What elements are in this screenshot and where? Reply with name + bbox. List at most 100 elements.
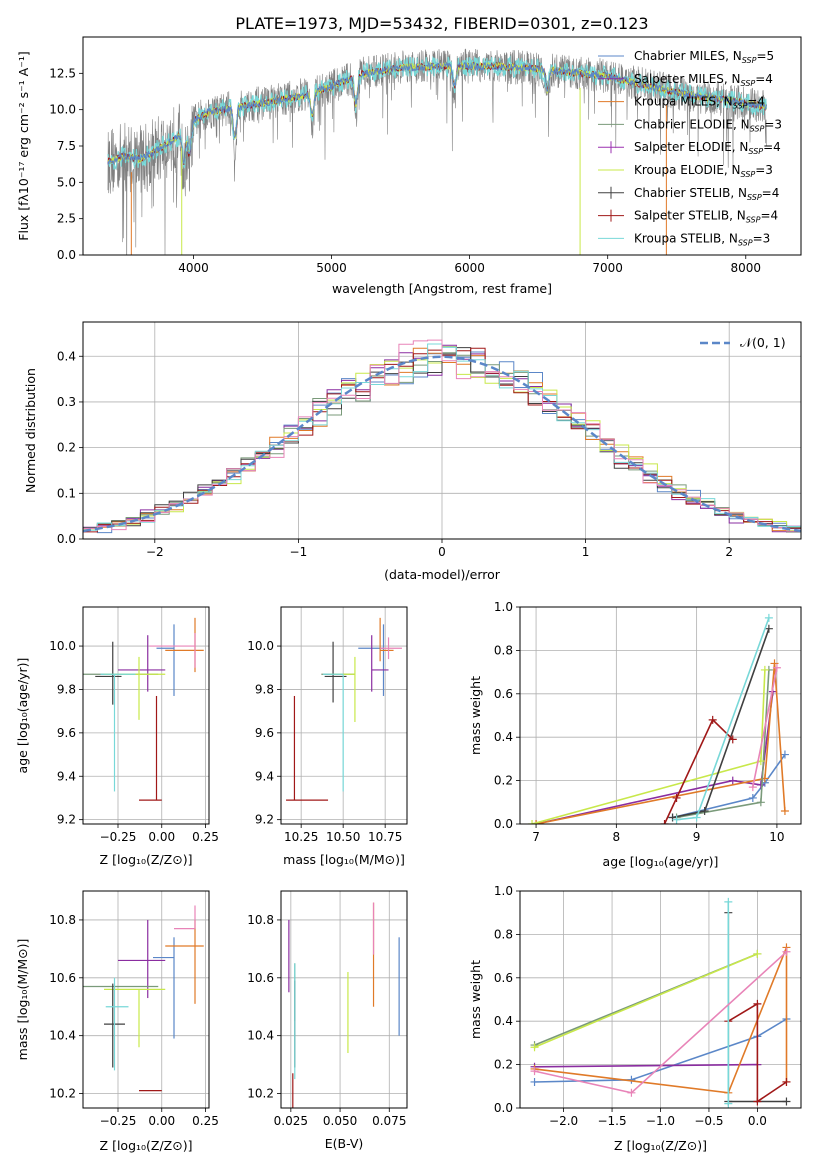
weight_vs_Z-marker-kroupa_stelib <box>724 1099 733 1108</box>
hist-xtick-label: −2 <box>146 545 164 559</box>
legend-label-sub: SSP <box>747 193 762 202</box>
mass_vs_Z-xtick-label: 0.25 <box>192 1114 219 1128</box>
legend-label-text: Salpeter STELIB, N <box>634 209 746 223</box>
weight_vs_Z-series-kroupa_elodie <box>534 953 758 1048</box>
spectrum-ytick-label: 5.0 <box>57 175 76 189</box>
weight_vs_age-marker-kroupa_miles <box>780 806 789 815</box>
legend-label-salpeter_stelib: Salpeter STELIB, NSSP=4 <box>634 209 778 225</box>
legend-label-chabrier_elodie: Chabrier ELODIE, NSSP=3 <box>634 117 782 133</box>
legend-label-text: Kroupa ELODIE, N <box>634 163 741 177</box>
weight_vs_Z-ylabel: mass weight <box>468 960 483 1039</box>
weight_vs_Z-series-salpeter_miles <box>534 1063 758 1068</box>
spectrum-ytick-label: 0.0 <box>57 248 76 262</box>
hist-ytick-label: 0.4 <box>57 349 76 363</box>
legend-label-text: Kroupa STELIB, N <box>634 231 738 245</box>
legend-label-kroupa_miles: Kroupa MILES, NSSP=4 <box>634 95 765 111</box>
age_vs_Z-point-chabrier_miles <box>156 624 175 696</box>
weight_vs_Z-marker-pink <box>627 1088 636 1097</box>
legend-label-text: Chabrier MILES, N <box>634 49 742 63</box>
mass_vs_ebv-xlabel: E(B-V) <box>325 1136 364 1151</box>
weight_vs_age-marker-kroupa_elodie <box>760 665 769 674</box>
normal-distribution-curve <box>83 355 801 533</box>
mass-vs-ebv-panel: 0.025 0.050 0.075 10.2 10.4 10.6 10.8 E(B-V) <box>247 890 408 1151</box>
mass_vs_ebv-axes-frame <box>280 890 408 1109</box>
weight_vs_Z-series-salpeter_stelib <box>727 1002 787 1103</box>
age_vs_mass-xtick-label: 10.75 <box>368 830 402 844</box>
weight_vs_age-marker-kroupa_miles <box>532 820 541 824</box>
weight_vs_Z-ytick-label: 0.0 <box>494 1101 513 1115</box>
age_vs_mass-ytick-label: 9.8 <box>255 682 274 696</box>
age_vs_mass-point-salpeter_miles <box>371 635 389 692</box>
weight_vs_age-series-salpeter_stelib <box>663 718 734 824</box>
weight_vs_age-marker-chabrier_stelib <box>764 624 773 633</box>
weight_vs_Z-xlabel: Z [log₁₀(Z/Z⊙)] <box>614 1138 707 1153</box>
mass_vs_ebv-ytick-label: 10.6 <box>247 971 274 985</box>
legend-label-value: =3 <box>764 117 782 131</box>
legend-label-sub: SSP <box>742 56 757 65</box>
weight_vs_age-series-kroupa_miles <box>535 663 786 824</box>
weight_vs_age-marker-salpeter_stelib <box>708 715 717 724</box>
age_vs_Z-ytick-label: 9.6 <box>57 726 76 740</box>
age_vs_mass-xtick-label: 10.25 <box>284 830 318 844</box>
legend-label-sub: SSP <box>748 147 763 156</box>
hist-ytick-label: 0.1 <box>57 486 76 500</box>
mass_vs_Z-ytick-label: 10.6 <box>49 971 76 985</box>
age_vs_mass-ytick-label: 9.4 <box>255 769 274 783</box>
age_vs_Z-point-salpeter_miles <box>118 635 166 692</box>
legend-label-text: Chabrier STELIB, N <box>634 186 747 200</box>
age_vs_mass-axes-frame <box>280 606 408 825</box>
weight_vs_age-marker-kroupa_stelib <box>764 613 773 622</box>
mass_vs_Z-point-salpeter_miles <box>118 919 166 999</box>
mass_vs_Z-ytick-label: 10.4 <box>49 1029 76 1043</box>
legend-label-text: Chabrier ELODIE, N <box>634 117 750 131</box>
hist-xtick-label: −1 <box>290 545 308 559</box>
weight_vs_age-xtick-label: 9 <box>693 830 701 844</box>
mass_vs_ebv-xtick-label: 0.025 <box>274 1114 308 1128</box>
hist-ytick-label: 0.3 <box>57 395 76 409</box>
weight_vs_age-marker-chabrier_stelib <box>668 813 677 822</box>
age_vs_mass-point-kroupa_miles <box>379 617 394 662</box>
weight_vs_Z-ytick-label: 1.0 <box>494 884 513 898</box>
legend-label-chabrier_stelib: Chabrier STELIB, NSSP=4 <box>634 186 779 202</box>
legend-label-sub: SSP <box>746 216 761 225</box>
age_vs_mass-xlabel: mass [log₁₀(M/M⊙)] <box>283 852 405 867</box>
hist-xtick-label: 2 <box>725 545 733 559</box>
weight_vs_Z-xtick-label: −0.5 <box>694 1114 723 1128</box>
age_vs_mass-ytick-label: 9.6 <box>255 726 274 740</box>
weight_vs_age-marker-salpeter_stelib <box>672 793 681 802</box>
weight_vs_Z-marker-salpeter_stelib <box>753 999 762 1008</box>
legend-label-kroupa_elodie: Kroupa ELODIE, NSSP=3 <box>634 163 773 179</box>
mass_vs_ebv-xtick-label: 0.075 <box>372 1114 406 1128</box>
age_vs_Z-ytick-label: 9.4 <box>57 769 76 783</box>
spectrum-panel: 4000 5000 6000 7000 8000 0.0 2.5 5.0 7.5 10.0 12.5… <box>16 36 802 296</box>
weight_vs_Z-xtick-label: −1.5 <box>597 1114 626 1128</box>
weight_vs_Z-ytick-label: 0.6 <box>494 971 513 985</box>
legend-label-text: Salpeter MILES, N <box>634 72 741 86</box>
weight_vs_age-axes-frame <box>519 606 802 825</box>
weight_vs_Z-marker-pink <box>530 1067 539 1076</box>
hist-xtick-label: 0 <box>438 545 446 559</box>
legend-label-sub: SSP <box>738 238 753 247</box>
weight_vs_age-marker-salpeter_miles <box>728 776 737 785</box>
weight_vs_age-marker-pink <box>748 783 757 792</box>
weight_vs_age-marker-kroupa_elodie <box>528 820 537 824</box>
mass_vs_ebv-ytick-label: 10.4 <box>247 1029 274 1043</box>
legend-label-value: =4 <box>747 95 765 109</box>
mass_vs_ebv-ytick-label: 10.2 <box>247 1087 274 1101</box>
mass_vs_Z-axes-frame <box>82 890 210 1109</box>
legend-label-salpeter_miles: Salpeter MILES, NSSP=4 <box>634 72 773 88</box>
mass_vs_Z-ylabel: mass [log₁₀(M/M⊙)] <box>15 939 30 1061</box>
weight_vs_Z-ytick-label: 0.4 <box>494 1014 513 1028</box>
spectrum-xtick-label: 6000 <box>454 261 485 275</box>
age_vs_mass-xtick-label: 10.50 <box>326 830 360 844</box>
weight-vs-metallicity-panel: −2.0 −1.5 −1.0 −0.5 0.0 0.0 0.2 0.4 0.6 0.8 1.0 Z [… <box>468 884 802 1153</box>
spectrum-xtick-label: 8000 <box>730 261 761 275</box>
weight_vs_age-ytick-label: 0.4 <box>494 730 513 744</box>
age_vs_Z-ylabel: age [log₁₀(age/yr)] <box>15 658 30 774</box>
age-vs-mass-panel: 10.25 10.50 10.75 9.2 9.4 9.6 9.8 10.0 mass [log… <box>247 606 408 867</box>
age_vs_mass-point-pink <box>380 637 402 660</box>
age_vs_Z-xtick-label: 0.25 <box>192 830 219 844</box>
mass_vs_Z-point-chabrier_miles <box>153 937 175 1039</box>
age_vs_Z-point-kroupa_miles <box>165 617 204 673</box>
weight_vs_age-series-salpeter_miles <box>535 691 774 824</box>
